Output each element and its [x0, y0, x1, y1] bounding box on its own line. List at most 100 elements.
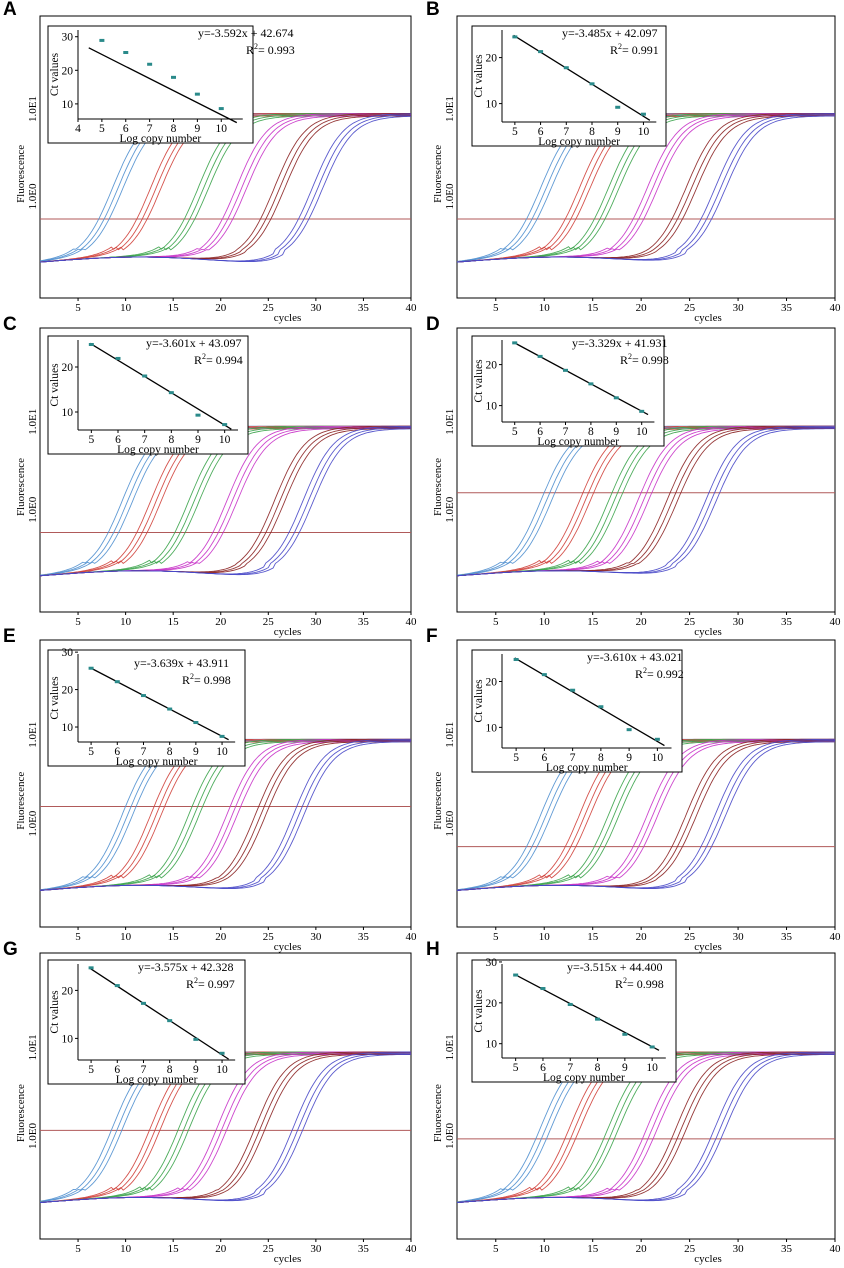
panel-letter: F	[426, 626, 438, 647]
inset-x-tick-label: 6	[115, 434, 121, 446]
amplification-curve	[39, 741, 411, 891]
r-squared: R2= 0.992	[635, 666, 684, 681]
inset-y-tick-label: 30	[62, 32, 74, 44]
inset-x-label: Log copy number	[116, 756, 198, 768]
x-tick-label: 5	[75, 931, 81, 943]
y-axis-label: Fluorescence	[432, 772, 444, 830]
y-axis-label: Fluorescence	[15, 145, 27, 203]
inset-data-point	[598, 705, 604, 709]
regression-equation: y=-3.601x + 43.097	[146, 336, 242, 350]
r-squared-label: R	[246, 43, 254, 57]
x-axis-label: cycles	[694, 626, 721, 638]
inset-frame	[471, 335, 665, 447]
inset-x-tick-label: 8	[167, 1064, 173, 1076]
y-tick-label-lower: 1.0E0	[444, 1123, 456, 1149]
inset-frame	[471, 959, 677, 1083]
x-tick-label: 25	[263, 931, 275, 943]
inset-x-tick-label: 6	[538, 126, 544, 138]
x-tick-label: 5	[493, 616, 499, 628]
inset-x-tick-label: 7	[141, 1064, 147, 1076]
inset-x-label: Log copy number	[538, 136, 620, 148]
regression-line	[513, 341, 649, 416]
x-tick-label: 5	[493, 1243, 499, 1255]
inset-x-tick-label: 10	[646, 1062, 658, 1074]
regression-line	[513, 973, 660, 1051]
x-tick-label: 10	[539, 931, 551, 943]
x-tick-label: 20	[636, 931, 648, 943]
inset-x-tick-label: 4	[75, 123, 81, 135]
x-tick-label: 30	[310, 302, 322, 314]
panel-letter: D	[426, 314, 440, 335]
inset-data-point	[563, 66, 569, 70]
x-axis-label: cycles	[694, 941, 721, 953]
inset-x-tick-label: 5	[513, 1062, 519, 1074]
x-tick-label: 10	[120, 302, 132, 314]
panel-a: A5 10 15 20 25 30 35 40cyclesFluorescence1.0E11…	[3, 0, 417, 324]
x-tick-label: 40	[406, 616, 418, 628]
inset-data-point	[147, 62, 153, 66]
x-tick-label: 30	[310, 616, 322, 628]
r-squared-sup: 2	[194, 976, 198, 985]
standard-curve-inset: 5 6 7 8 9 10 10 20 30 Log copy number Ct values y=-…	[47, 647, 246, 768]
inset-y-tick-label: 30	[486, 957, 498, 969]
x-tick-label: 20	[215, 1243, 227, 1255]
standard-curve-inset: 4 5 6 7 8 9 10 10 20 30 Log copy number Ct values y=…	[47, 25, 295, 145]
inset-y-tick-label: 30	[62, 647, 74, 659]
inset-data-point	[613, 396, 619, 400]
r-squared-sup: 2	[254, 42, 258, 51]
inset-data-point	[222, 423, 228, 427]
r-squared-value: = 0.997	[198, 977, 235, 991]
inset-y-label: Ct values	[49, 990, 61, 1034]
x-tick-label: 10	[539, 616, 551, 628]
r-squared: R2= 0.991	[610, 42, 659, 57]
x-tick-label: 30	[733, 302, 745, 314]
inset-x-tick-label: 8	[598, 752, 604, 764]
x-tick-label: 10	[539, 302, 551, 314]
inset-data-point	[588, 382, 594, 386]
r-squared: R2= 0.998	[182, 672, 231, 687]
inset-data-point	[563, 368, 568, 372]
panel-e: E5 10 15 20 25 30 35 40cyclesFluorescence1.0E11…	[3, 626, 417, 953]
inset-x-tick-label: 7	[147, 123, 153, 135]
regression-equation: y=-3.485x + 42.097	[562, 26, 658, 40]
regression-line	[514, 657, 665, 747]
y-axis-label: Fluorescence	[15, 458, 27, 516]
inset-x-tick-label: 8	[588, 426, 594, 438]
x-tick-label: 15	[587, 302, 599, 314]
inset-data-point	[114, 984, 120, 988]
inset-data-point	[193, 721, 199, 725]
inset-x-tick-label: 9	[195, 123, 201, 135]
inset-y-tick-label: 20	[62, 362, 74, 374]
regression-line	[89, 342, 232, 430]
r-squared-sup: 2	[202, 352, 206, 361]
x-tick-label: 5	[493, 302, 499, 314]
inset-data-point	[99, 38, 105, 42]
inset-y-tick-label: 20	[62, 685, 74, 697]
x-tick-label: 10	[120, 616, 132, 628]
x-tick-label: 35	[781, 302, 793, 314]
r-squared-value: = 0.998	[194, 673, 231, 687]
panel-b: B5 10 15 20 25 30 35 40cyclesFluorescence1.0E11…	[426, 0, 841, 324]
r-squared-label: R	[610, 43, 618, 57]
inset-data-point	[140, 1001, 146, 1005]
x-tick-label: 15	[587, 616, 599, 628]
inset-data-point	[88, 343, 94, 346]
regression-line	[89, 967, 229, 1060]
amplification-curve	[456, 115, 836, 263]
y-tick-label-upper: 1.0E1	[27, 1034, 39, 1060]
inset-frame	[47, 959, 246, 1085]
r-squared-sup: 2	[628, 352, 632, 361]
r-squared: R2= 0.998	[615, 976, 664, 991]
x-tick-label: 15	[168, 302, 180, 314]
x-tick-label: 25	[684, 931, 696, 943]
x-tick-label: 35	[358, 616, 370, 628]
inset-data-point	[538, 50, 544, 54]
panel-letter: H	[426, 939, 440, 960]
inset-data-point	[512, 35, 518, 39]
x-tick-label: 20	[636, 1243, 648, 1255]
inset-data-point	[595, 1017, 601, 1021]
inset-data-point	[140, 694, 146, 698]
x-tick-label: 30	[733, 616, 745, 628]
inset-y-label: Ct values	[49, 52, 61, 96]
